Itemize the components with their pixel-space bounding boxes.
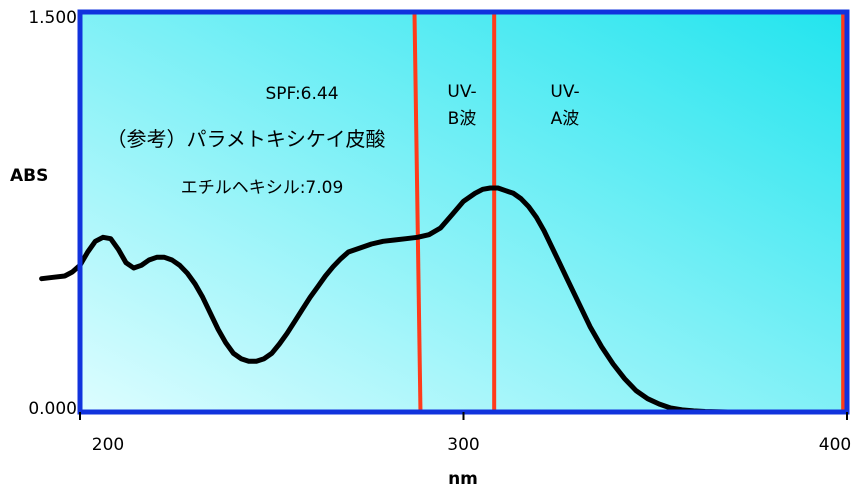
uva-label-line2: A波 — [551, 109, 580, 129]
x-tick-label-200: 200 — [92, 435, 124, 455]
y-axis-ticks: 0.000 1.500 — [28, 8, 77, 419]
uvb-label-line1: UV- — [447, 82, 476, 102]
x-tick-label-300: 300 — [447, 435, 479, 455]
x-axis-label: nm — [448, 469, 478, 489]
y-tick-label-1.500: 1.500 — [28, 8, 77, 28]
y-axis-label: ABS — [10, 166, 48, 186]
uvb-label-line2: B波 — [448, 109, 477, 129]
x-tick-label-400: 400 — [819, 435, 851, 455]
x-axis-ticks: 200 300 400 — [79, 412, 851, 455]
plot-background — [80, 12, 847, 412]
absorbance-curve — [39, 185, 766, 415]
marker-line-1 — [412, 11, 423, 413]
wavelength-markers — [412, 11, 846, 413]
reference-annotation-line1: （参考）パラメトキシケイ皮酸 — [107, 127, 386, 151]
uva-label-line1: UV- — [550, 82, 579, 102]
spf-annotation: SPF:6.44 — [265, 84, 338, 104]
y-tick-label-0.000: 0.000 — [28, 399, 77, 419]
reference-annotation-line2: エチルヘキシル:7.09 — [181, 178, 344, 198]
